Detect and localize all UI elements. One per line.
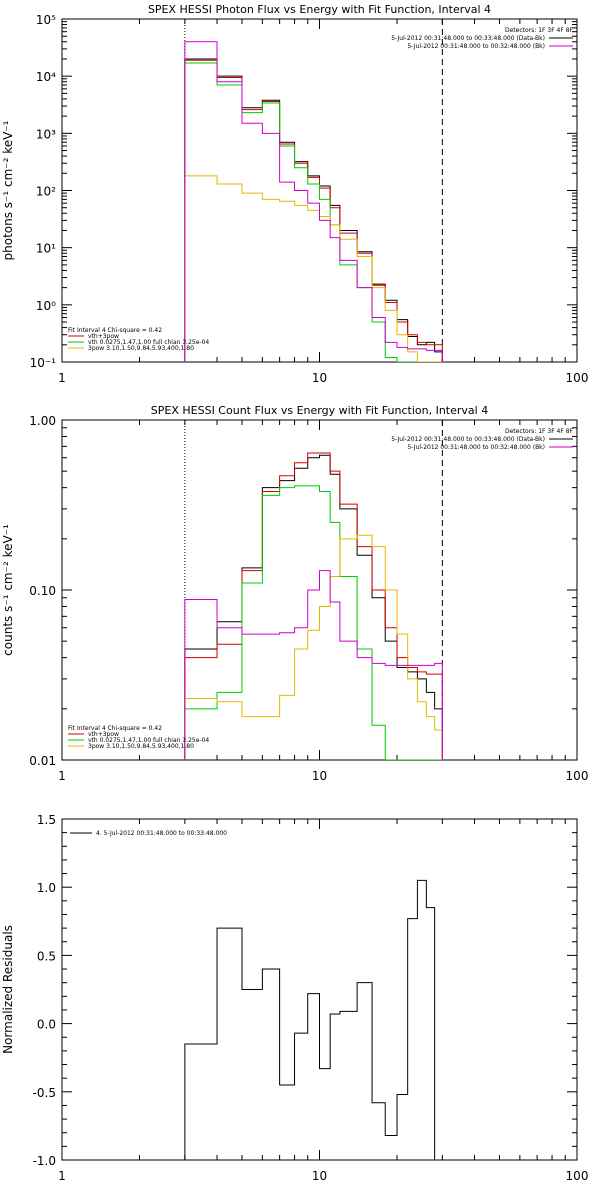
y-tick-label: 0.0 <box>37 1018 56 1032</box>
chart-title: SPEX HESSI Count Flux vs Energy with Fit… <box>151 404 488 417</box>
series-data <box>184 879 443 1160</box>
series-group <box>184 41 443 362</box>
y-tick-label: 0.10 <box>29 584 56 598</box>
y-tick-label: 10⁰ <box>36 299 56 313</box>
legend-left: Fit Interval 4 Chi-square = 0.42vth+3pow… <box>68 725 209 750</box>
legend-fit-interval: Fit Interval 4 Chi-square = 0.42 <box>68 327 162 334</box>
legend-thermal: vth 0.0275,1.47,1.00 full chian 3.25e-04 <box>88 339 209 346</box>
legend-total: vth+3pow <box>88 731 119 738</box>
legend-detectors: Detectors: 1F 3F 4F 8F <box>505 428 574 435</box>
x-tick-label: 100 <box>566 1169 589 1183</box>
legend-right: Detectors: 1F 3F 4F 8F5-Jul-2012 00:31:4… <box>391 27 573 50</box>
y-axis: 10⁻¹ 10⁰ 10¹ 10² 10³ 10⁴ 10⁵ <box>30 13 577 370</box>
x-tick-label: 1 <box>58 769 66 783</box>
series-background <box>184 570 443 760</box>
x-axis: 1 10 100 <box>58 19 588 385</box>
y-tick-label: 10⁵ <box>36 13 56 27</box>
legend-detectors: Detectors: 1F 3F 4F 8F <box>505 27 574 34</box>
legend-total: vth+3pow <box>88 333 119 340</box>
legend-residual-interval: 4. 5-Jul-2012 00:31:48.000 to 00:33:48.0… <box>96 830 227 837</box>
x-tick-label: 10 <box>312 371 327 385</box>
legend-left: Fit Interval 4 Chi-square = 0.42vth+3pow… <box>68 327 209 352</box>
x-axis: 1 10 100 <box>58 819 588 1183</box>
panel-3: 1 10 100 -1.0 -0.5 0.0 0.5 1.0 1.5 Normalized Res… <box>1 813 588 1183</box>
y-axis-label: Normalized Residuals <box>1 925 15 1054</box>
x-tick-label: 100 <box>566 769 589 783</box>
plot-frame <box>61 818 578 1161</box>
legend-power: 3pow 3.10,1.50,9.84,5.93,400,1.80 <box>88 345 194 352</box>
legend-background-interval: 5-Jul-2012 00:31:48.000 to 00:32:48.000 … <box>407 43 545 50</box>
y-axis: 0.01 0.10 1.00 <box>29 414 577 768</box>
y-tick-label: 10⁴ <box>36 70 56 84</box>
legend-right: Detectors: 1F 3F 4F 8F5-Jul-2012 00:31:4… <box>391 428 573 451</box>
x-tick-label: 100 <box>566 371 589 385</box>
y-tick-label: -1.0 <box>33 1154 56 1168</box>
legend-fit-interval: Fit Interval 4 Chi-square = 0.42 <box>68 725 162 732</box>
y-tick-label: -0.5 <box>33 1086 56 1100</box>
series-power <box>184 175 443 362</box>
y-axis: -1.0 -0.5 0.0 0.5 1.0 1.5 <box>33 813 577 1168</box>
y-tick-label: 10² <box>36 185 56 199</box>
panel-1: SPEX HESSI Photon Flux vs Energy with Fi… <box>1 3 588 385</box>
y-tick-label: 0.5 <box>37 949 56 963</box>
y-axis-label: counts s⁻¹ cm⁻² keV⁻¹ <box>1 524 15 656</box>
x-tick-label: 10 <box>312 1169 327 1183</box>
y-tick-label: 1.00 <box>29 414 56 428</box>
x-tick-label: 1 <box>58 1169 66 1183</box>
series-background <box>184 41 443 362</box>
y-tick-label: 1.0 <box>37 881 56 895</box>
series-total <box>184 59 443 362</box>
y-axis-label: photons s⁻¹ cm⁻² keV⁻¹ <box>1 120 15 260</box>
legend-data-interval: 5-Jul-2012 00:31:48.000 to 00:33:48.000 … <box>391 436 545 443</box>
series-thermal <box>184 62 443 362</box>
series-total <box>184 452 443 760</box>
series-group <box>184 452 443 760</box>
y-tick-label: 10¹ <box>36 242 56 256</box>
legend-data-interval: 5-Jul-2012 00:31:48.000 to 00:33:48.000 … <box>391 35 545 42</box>
y-tick-label: 1.5 <box>37 813 56 827</box>
series-group <box>184 879 443 1160</box>
x-tick-label: 10 <box>312 769 327 783</box>
chart-title: SPEX HESSI Photon Flux vs Energy with Fi… <box>148 3 491 16</box>
legend-background-interval: 5-Jul-2012 00:31:48.000 to 00:32:48.000 … <box>407 444 545 451</box>
series-thermal <box>184 485 443 760</box>
y-tick-label: 0.01 <box>29 754 56 768</box>
y-tick-label: 10³ <box>36 127 56 141</box>
panel-2: SPEX HESSI Count Flux vs Energy with Fit… <box>1 404 588 783</box>
y-tick-label: 10⁻¹ <box>30 356 57 370</box>
x-tick-label: 1 <box>58 371 66 385</box>
legend-power: 3pow 3.10,1.50,9.84,5.93,400,1.80 <box>88 743 194 750</box>
series-data <box>184 454 443 760</box>
legend-thermal: vth 0.0275,1.47,1.00 full chian 3.25e-04 <box>88 737 209 744</box>
legend-left: 4. 5-Jul-2012 00:31:48.000 to 00:33:48.0… <box>70 830 227 837</box>
series-power <box>184 534 443 760</box>
x-axis: 1 10 100 <box>58 420 588 783</box>
